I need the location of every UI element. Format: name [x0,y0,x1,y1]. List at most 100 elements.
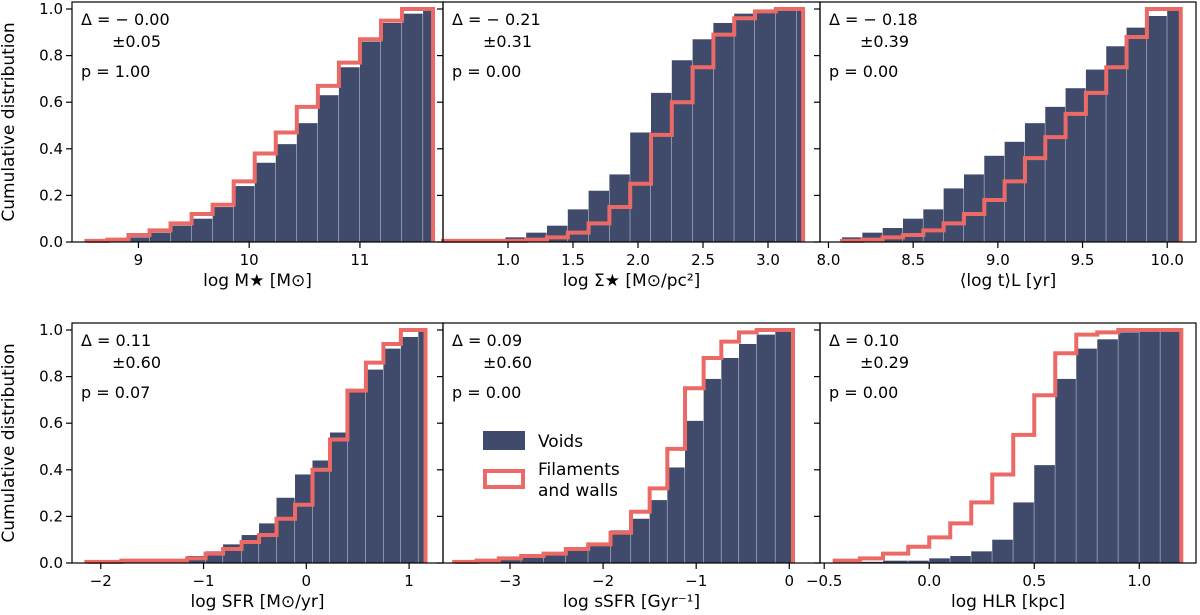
ylabel-top: Cumulative distribution [0,22,19,221]
x-tick-label: 1 [404,572,414,590]
voids-bar [296,123,318,242]
legend-voids-swatch [483,431,525,450]
voids-bar [149,232,171,242]
stat-p-value: p = 0.00 [829,383,898,402]
voids-bar [1055,378,1076,563]
voids-bar [128,237,150,242]
x-tick-label: 8.0 [817,251,841,269]
voids-bar [241,535,259,563]
y-tick-label: 0.2 [39,507,63,525]
x-tick-label: 1.0 [496,251,520,269]
voids-bar [883,560,908,563]
x-axis-label: log HLR [kpc] [951,592,1065,612]
legend-filaments-label-line2: and walls [538,481,618,501]
voids-bar [1118,332,1139,563]
x-tick-label: 9.0 [986,251,1010,269]
voids-bar [212,207,234,242]
filaments-step-line [832,327,1184,563]
stat-delta: Δ = − 0.21 [452,10,541,29]
voids-bar [365,369,383,563]
voids-bar [1085,69,1106,242]
x-tick-label: −3 [499,572,521,590]
y-tick-label: 0.6 [39,414,63,432]
panel-ssfr: −3 −2 −1 0 log sSFR [Gyr⁻¹] Δ = 0.09 ±0.60 p = … [437,322,821,612]
voids-bar [498,558,521,563]
voids-bar [1024,123,1045,242]
stat-delta: Δ = − 0.18 [829,10,918,29]
y-tick-label: 0.2 [39,186,63,204]
legend: Voids Filaments and walls [483,431,620,501]
voids-bar [1146,15,1167,243]
voids-bar [329,432,348,563]
voids-bar [775,8,797,242]
voids-bar [1013,502,1034,563]
voids-bar [631,518,650,563]
voids-bar [521,556,544,563]
voids-bar [191,218,213,242]
voids-bar [908,560,929,563]
y-tick-label: 1.0 [39,321,63,339]
x-tick-label: 3.0 [756,251,780,269]
stat-error: ±0.60 [112,353,161,372]
panel-sfr: −2 −1 0 1 0.0 0.2 0.4 0.6 0.8 1.0 log SFR [M⊙/yr] Δ… [39,321,444,612]
voids-bar [1106,46,1127,242]
voids-bar [992,539,1013,563]
voids-bar [1034,465,1055,563]
voids-bar [205,551,223,563]
stat-delta: Δ = 0.11 [81,331,151,350]
voids-bar [902,218,923,242]
panel-frame [819,1,1197,243]
x-tick-label: 1.5 [561,251,585,269]
voids-bar [796,8,803,242]
voids-bar [1126,27,1147,242]
x-axis-label: log SFR [M⊙/yr] [190,592,324,612]
stat-p-value: p = 0.00 [829,62,898,81]
x-axis-label: log M★ [M⊙] [203,271,312,291]
voids-bar [254,162,276,242]
voids-bar [347,390,366,563]
voids-bar [1065,88,1086,242]
panel-sigma: 1.0 1.5 2.0 2.5 3.0 log Σ★ [M⊙/pc²] Δ = − 0.21… [437,1,821,291]
voids-bar [275,144,297,242]
panel-mstar: 9 10 11 0.0 0.2 0.4 0.6 0.8 1.0 log M★ [M⊙] Δ = − … [39,0,444,291]
panel-frame [819,322,1197,564]
y-tick-label: 0.0 [39,233,63,251]
voids-bar [943,188,964,242]
voids-bar [1167,8,1181,242]
voids-bar [588,190,609,242]
voids-bar [338,67,360,242]
y-tick-label: 0.6 [39,93,63,111]
x-tick-label: 0 [785,572,795,590]
voids-bar [295,474,313,563]
voids-bar [685,420,704,563]
voids-bar [963,174,984,242]
x-tick-label: 2.0 [626,251,650,269]
voids-bar [1097,339,1118,563]
stat-error: ±0.31 [483,32,532,51]
voids-bar [317,95,339,242]
voids-bar [383,348,401,563]
legend-filaments-swatch [483,469,525,489]
x-tick-label: −1 [685,572,707,590]
x-tick-label: −2 [90,572,112,590]
voids-bar [721,357,739,563]
voids-bar [312,460,330,563]
stat-p-value: p = 0.00 [452,62,521,81]
filaments-step-line [452,327,796,564]
stat-error: ±0.60 [483,353,532,372]
x-tick-label: 0.0 [917,572,941,590]
stat-error: ±0.05 [112,32,161,51]
x-tick-label: 1.0 [1127,572,1151,590]
voids-bar [929,558,950,563]
voids-bar [565,549,588,563]
voids-bar [359,41,381,242]
voids-bar [667,467,685,563]
x-tick-label: 0.5 [1022,572,1046,590]
x-tick-label: 0 [302,572,312,590]
voids-bar [923,209,944,242]
voids-bar [862,232,883,242]
voids-bar [276,497,295,563]
x-tick-label: 11 [350,251,369,269]
y-tick-label: 1.0 [39,0,63,18]
